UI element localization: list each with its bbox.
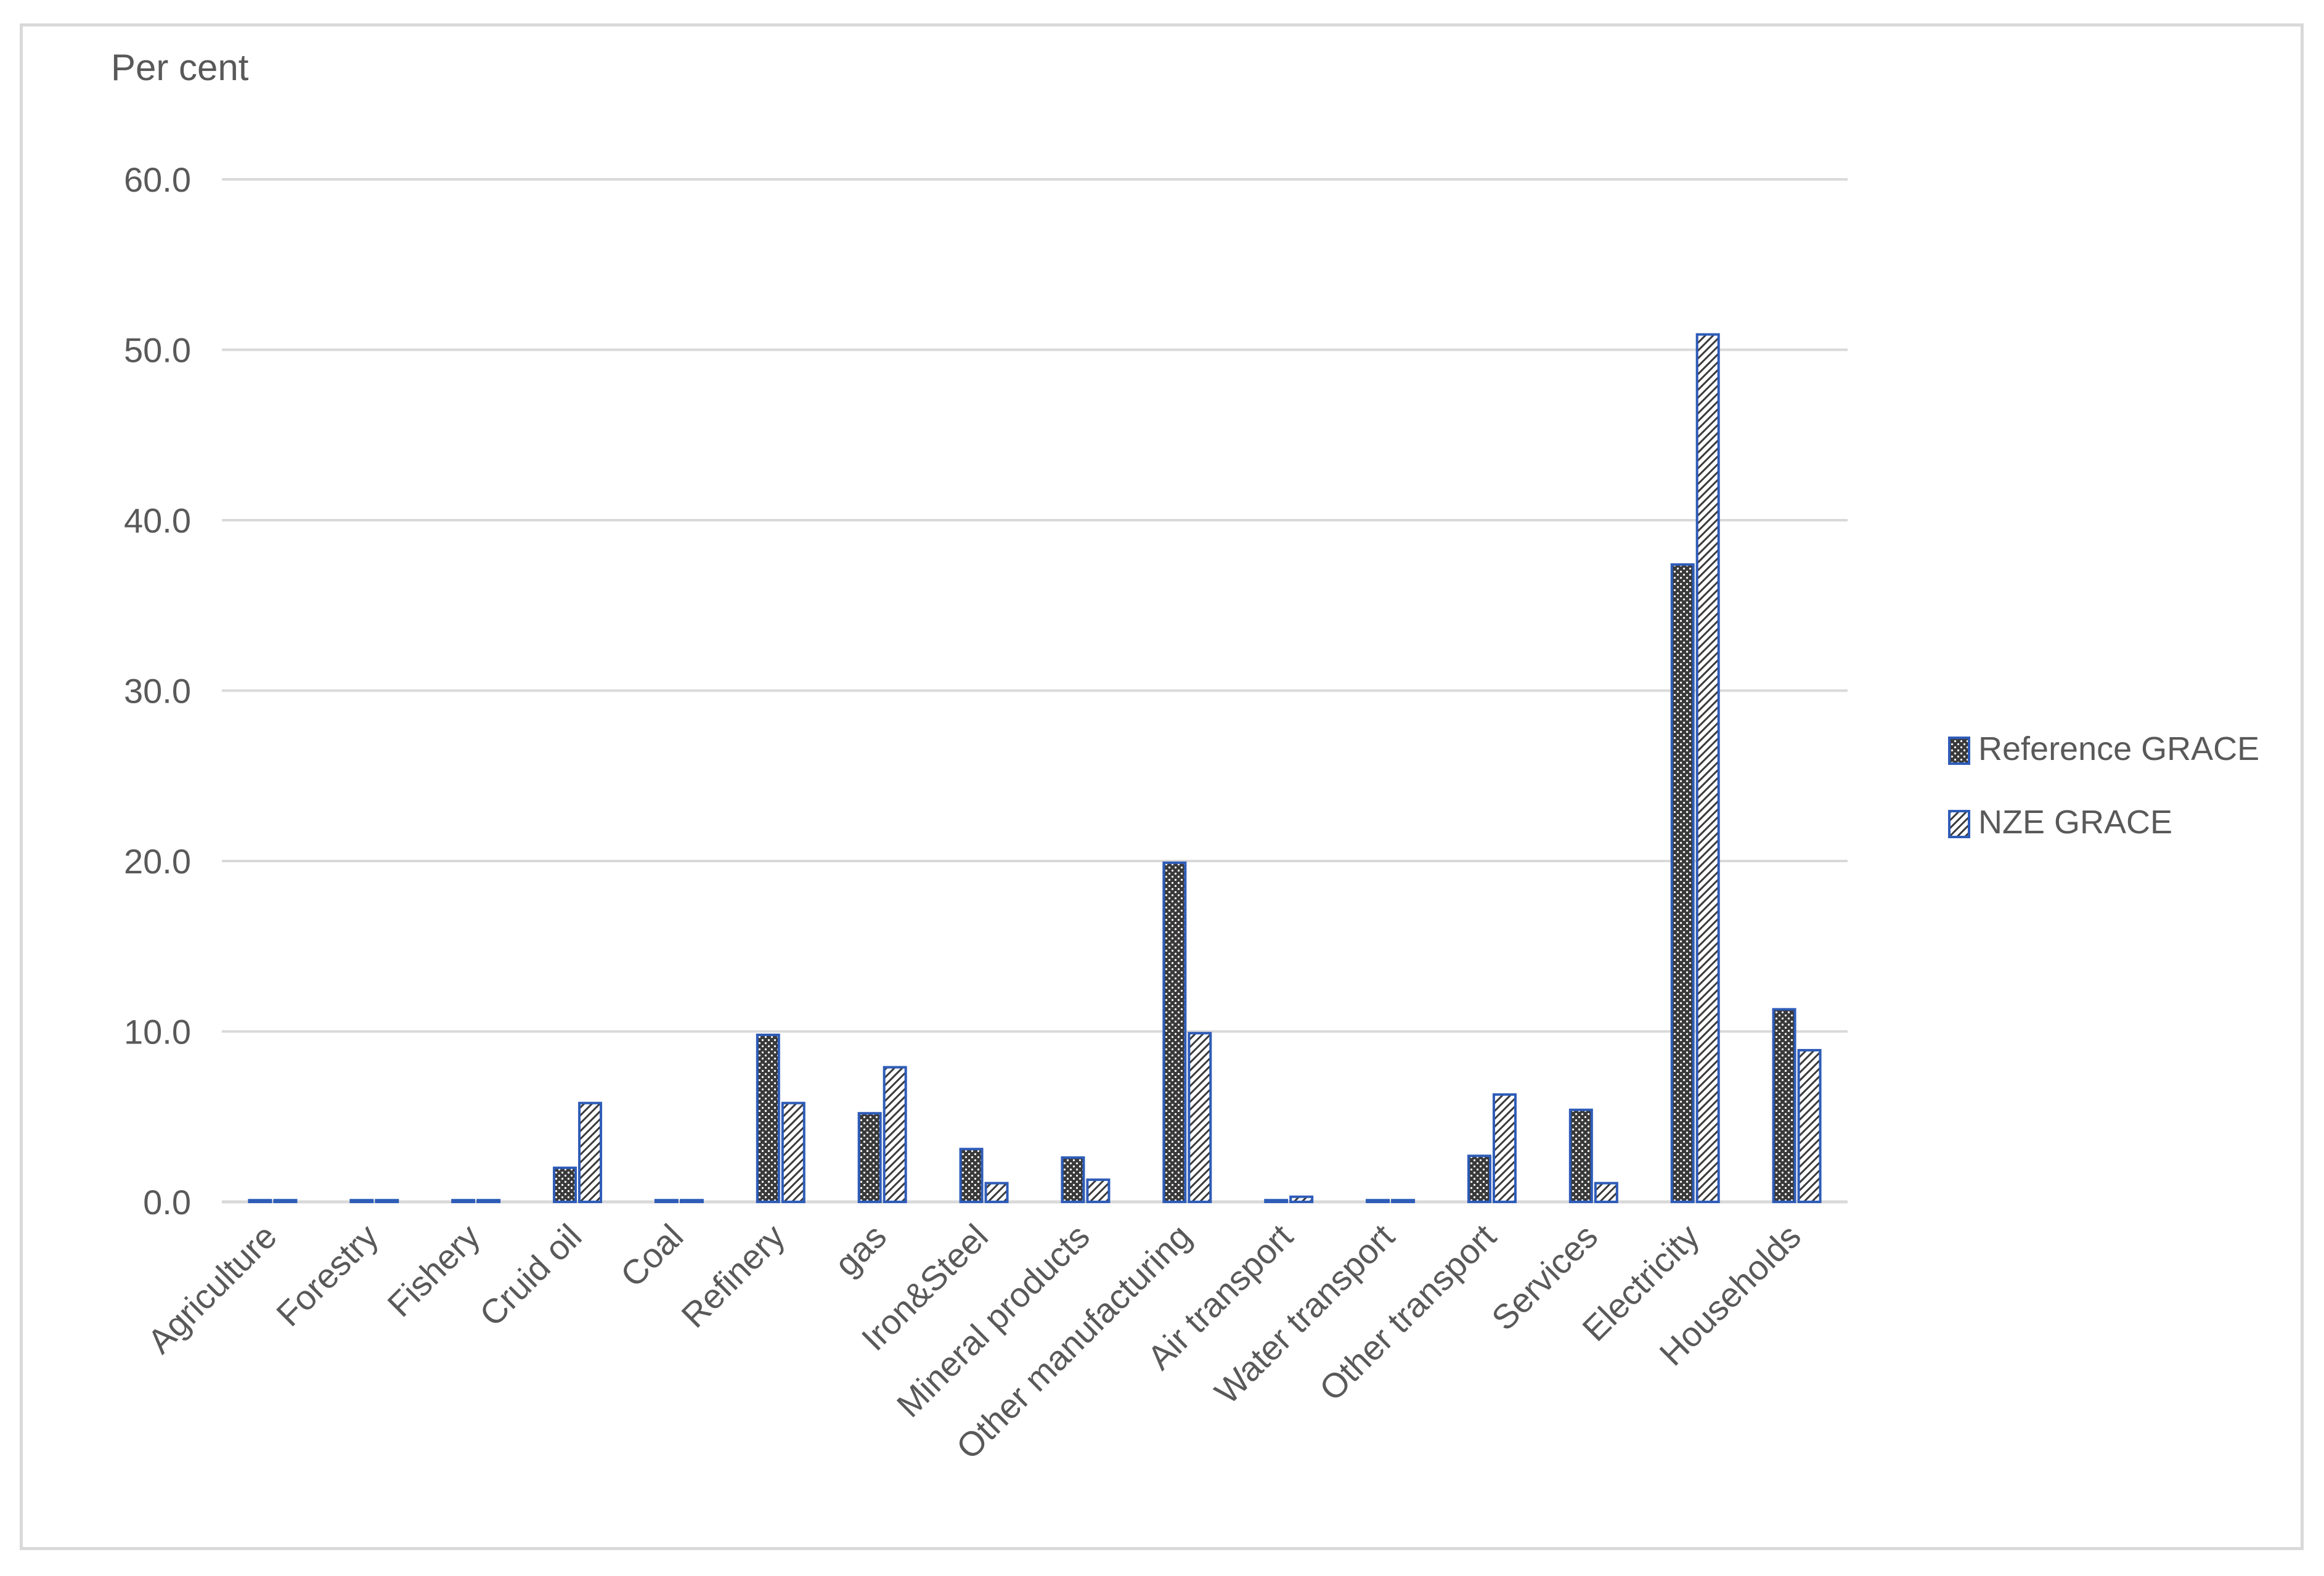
y-axis-ticks: 0.0 10.0 20.0 30.0 40.0 50.0 60.0 [124,160,191,1222]
bar-nze [1695,333,1720,1203]
y-tick-label: 50.0 [124,331,191,370]
x-tick-label: Fishery [380,1217,487,1324]
bar-nze [984,1182,1009,1203]
bar-nze [1188,1032,1212,1203]
bar-reference [1670,563,1695,1203]
bar-reference [1366,1199,1390,1203]
legend-item-reference: Reference GRACE [1948,730,2259,767]
bar-reference [654,1199,679,1203]
bar-nze [883,1066,907,1203]
x-tick-label: Refinery [674,1217,792,1335]
legend-label-nze: NZE GRACE [1978,804,2172,841]
bar-nze [1086,1178,1111,1204]
bars [248,333,1822,1204]
y-tick-label: 40.0 [124,501,191,540]
y-tick-label: 20.0 [124,842,191,881]
x-tick-label: gas [827,1217,894,1283]
x-tick-label: Cruid oil [472,1217,589,1334]
x-tick-label: Coal [613,1217,690,1294]
y-tick-label: 10.0 [124,1013,191,1051]
bar-reference [1772,1008,1796,1204]
bar-reference [451,1199,476,1203]
bar-reference [1568,1108,1593,1203]
bar-reference [959,1148,984,1204]
y-tick-label: 0.0 [143,1183,191,1222]
bar-nze [273,1199,298,1203]
bar-nze [375,1199,399,1203]
legend-swatch-nze [1948,810,1970,838]
gridlines [222,178,1848,1204]
x-tick-label: Mineral products [889,1217,1097,1424]
x-tick-label: Forestry [269,1217,386,1334]
x-tick-label: Other transport [1312,1217,1504,1408]
y-tick-label: 60.0 [124,160,191,199]
legend-swatch-reference [1948,737,1970,765]
x-tick-label: Water transport [1207,1217,1402,1411]
bar-reference [1162,861,1187,1203]
bar-reference [1061,1156,1085,1203]
y-tick-label: 30.0 [124,672,191,711]
bar-reference [553,1166,577,1203]
bar-nze [679,1199,704,1203]
bar-nze [1492,1093,1517,1204]
bar-nze [1289,1195,1314,1203]
legend: Reference GRACE NZE GRACE [1948,730,2259,841]
bar-nze [1797,1048,1822,1204]
legend-label-reference: Reference GRACE [1978,730,2259,767]
bar-reference [248,1199,272,1203]
bar-reference [756,1034,780,1204]
x-tick-label: Agriculture [140,1217,284,1361]
bar-nze [1391,1199,1416,1203]
bar-nze [781,1101,805,1203]
y-axis-label: Per cent [111,47,249,88]
bar-nze [476,1199,501,1203]
legend-item-nze: NZE GRACE [1948,804,2172,841]
bar-reference [857,1112,882,1203]
bar-reference [1467,1154,1491,1203]
chart-frame [20,23,2304,1550]
bar-reference [1264,1199,1289,1203]
bar-nze [578,1101,603,1203]
bar-nze [1594,1182,1618,1203]
bar-reference [349,1199,374,1203]
